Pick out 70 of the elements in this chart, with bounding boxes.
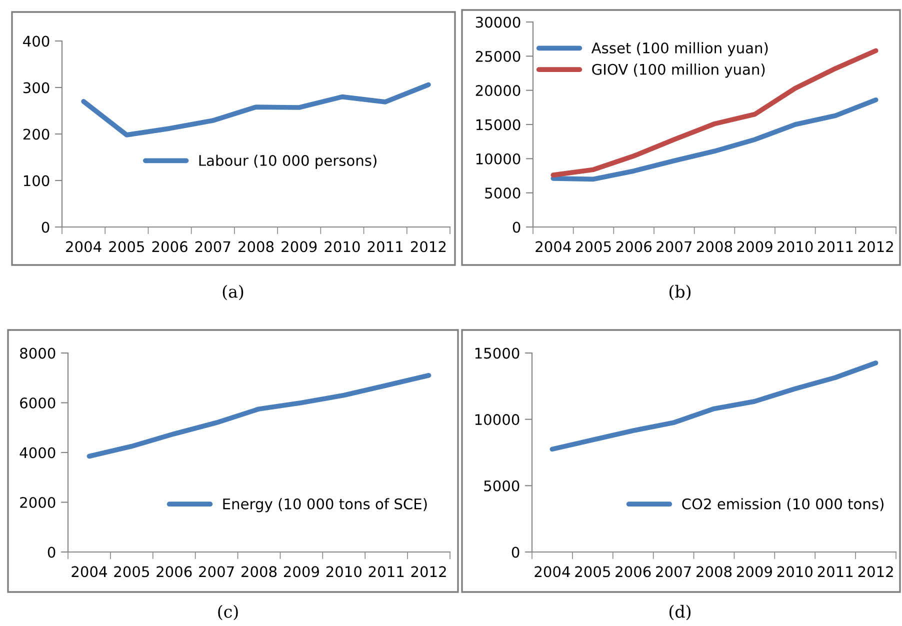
x-tick-label: 2010 [778,241,813,252]
text: (b) [669,284,691,300]
x-tick-label: 2008 [696,566,732,578]
y-tick-label: 0 [512,546,520,558]
y-tick-label: 0 [42,222,50,233]
x-tick-label: 2010 [324,241,360,252]
x-tick-label: 2011 [368,241,403,252]
text: (c) [218,604,238,620]
line-series [550,97,878,182]
y-tick-label: 100 [24,175,50,186]
y-tick-label: 8000 [20,348,56,359]
x-tick-label: 2007 [656,241,692,252]
line-series [86,372,432,459]
y-tick-label: 25000 [476,50,520,62]
x-tick-label: 2004 [72,566,107,578]
x-tick-label: 2008 [697,241,732,252]
x-tick-label: 2008 [242,566,277,578]
line-series [550,360,878,452]
x-tick-label: 2012 [858,241,893,252]
y-tick-label: 5000 [484,480,520,492]
y-tick-label: 5000 [485,188,520,199]
x-tick-label: 2005 [575,566,610,578]
text: (a) [222,284,244,300]
y-tick-label: 20000 [476,85,520,96]
y-tick-label: 2000 [20,496,56,508]
x-tick-label: 2007 [199,566,234,578]
y-tick-label: 10000 [475,414,520,426]
legend-label: Labour (10 000 persons) [199,154,376,169]
x-tick-label: 2006 [156,566,192,578]
y-tick-label: 10000 [476,153,520,164]
y-tick-label: 300 [23,82,50,94]
text: (d) [669,604,691,620]
y-tick-label: 200 [23,128,50,140]
x-tick-label: 2005 [576,241,611,252]
x-tick-label: 2009 [282,241,317,252]
y-tick-label: 6000 [20,397,56,408]
y-tick-label: 400 [23,36,50,47]
y-tick-label: 4000 [20,447,56,458]
x-tick-label: 2004 [536,241,571,252]
x-tick-label: 2006 [616,241,652,252]
legend-label: CO2 emission (10 000 tons) [682,498,884,512]
line-series [81,82,431,138]
legend-label: Asset (100 million yuan) [591,42,768,56]
x-tick-label: 2005 [109,241,144,252]
x-tick-label: 2004 [66,241,102,252]
legend-label: GIOV (100 million yuan) [592,64,765,78]
y-tick-label: 0 [512,222,520,233]
x-tick-label: 2012 [411,566,446,578]
x-tick-label: 2010 [777,566,812,578]
x-tick-label: 2010 [326,566,362,578]
x-tick-label: 2011 [818,566,853,578]
x-tick-label: 2006 [616,566,651,578]
x-tick-label: 2007 [195,241,230,252]
legend-label: Energy (10 000 tons of SCE) [223,498,427,512]
x-tick-label: 2009 [737,241,772,252]
x-tick-label: 2009 [736,566,772,578]
x-tick-label: 2008 [238,241,274,252]
y-tick-label: 30000 [476,16,520,28]
x-tick-label: 2011 [818,241,853,252]
y-tick-label: 15000 [475,348,520,359]
x-tick-label: 2009 [284,566,319,578]
x-tick-label: 2004 [534,566,570,578]
x-tick-label: 2011 [368,566,404,578]
y-tick-label: 15000 [476,119,520,130]
x-tick-label: 2005 [114,566,149,578]
x-tick-label: 2012 [410,241,446,252]
x-tick-label: 2007 [656,566,691,578]
x-tick-label: 2006 [152,241,188,252]
x-tick-label: 2012 [858,566,893,578]
y-tick-label: 0 [48,546,56,558]
